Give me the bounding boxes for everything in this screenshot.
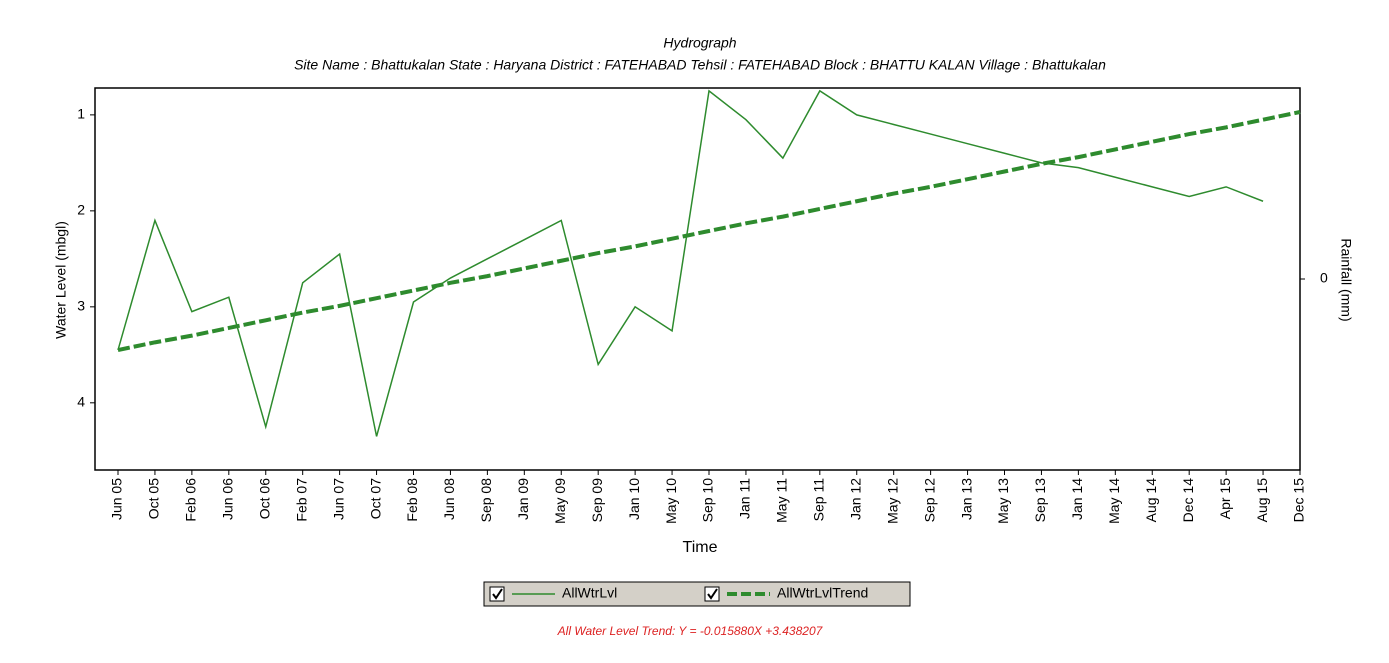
- x-tick-label: Dec 15: [1291, 478, 1307, 523]
- plot-frame: [94, 87, 1301, 471]
- x-tick-label: Sep 12: [921, 478, 937, 523]
- x-tick-label: Jun 07: [330, 478, 346, 520]
- chart-title: Hydrograph: [663, 35, 736, 51]
- x-tick-label: Sep 09: [589, 478, 605, 523]
- x-tick-label: May 12: [884, 478, 900, 524]
- x-tick-label: Jan 10: [626, 478, 642, 520]
- x-tick-label: Dec 14: [1180, 478, 1196, 523]
- x-tick-label: May 13: [995, 478, 1011, 524]
- legend-label: AllWtrLvl: [562, 585, 617, 601]
- series-line: [117, 89, 1264, 437]
- y2-axis-label: Rainfall (mm): [1338, 238, 1354, 321]
- x-tick-label: May 11: [774, 478, 790, 523]
- series-line: [117, 110, 1301, 352]
- x-tick-label: Jun 08: [441, 478, 457, 520]
- x-tick-label: Jun 05: [109, 478, 125, 520]
- x-tick-label: Jun 06: [220, 478, 236, 520]
- x-tick-label: Feb 06: [183, 478, 199, 522]
- x-tick-label: Aug 15: [1254, 478, 1270, 523]
- x-tick-label: Oct 06: [256, 478, 272, 519]
- x-tick-label: Sep 10: [700, 478, 716, 523]
- x-tick-label: Feb 08: [404, 478, 420, 522]
- x-tick-label: Oct 05: [146, 478, 162, 519]
- y-tick-label: 1: [77, 106, 85, 122]
- x-tick-label: May 09: [552, 478, 568, 524]
- x-tick-label: Jan 09: [515, 478, 531, 520]
- x-tick-label: Jan 14: [1069, 478, 1085, 520]
- x-axis-label: Time: [683, 539, 718, 556]
- legend-check: [492, 588, 503, 600]
- y-tick-label: 2: [77, 202, 85, 218]
- x-tick-label: Sep 13: [1032, 478, 1048, 523]
- y-tick-label: 3: [77, 298, 85, 314]
- legend-check: [707, 588, 718, 600]
- legend-label: AllWtrLvlTrend: [777, 585, 868, 601]
- x-tick-label: Jan 13: [958, 478, 974, 520]
- x-tick-label: May 10: [663, 478, 679, 524]
- x-tick-label: Apr 15: [1217, 478, 1233, 519]
- chart-subtitle: Site Name : Bhattukalan State : Haryana …: [294, 57, 1106, 73]
- x-tick-label: Jan 11: [737, 478, 753, 519]
- trend-annotation: All Water Level Trend: Y = -0.015880X +3…: [557, 624, 824, 638]
- x-tick-label: Aug 14: [1143, 478, 1159, 523]
- x-tick-label: Feb 07: [293, 478, 309, 522]
- x-tick-label: Sep 08: [478, 478, 494, 523]
- y2-tick-label: 0: [1320, 270, 1328, 286]
- y-axis-label: Water Level (mbgl): [53, 221, 69, 339]
- x-tick-label: Jan 12: [847, 478, 863, 520]
- x-tick-label: Sep 11: [811, 478, 827, 522]
- y-tick-label: 4: [77, 394, 85, 410]
- x-tick-label: Oct 07: [367, 478, 383, 519]
- x-tick-label: May 14: [1106, 478, 1122, 524]
